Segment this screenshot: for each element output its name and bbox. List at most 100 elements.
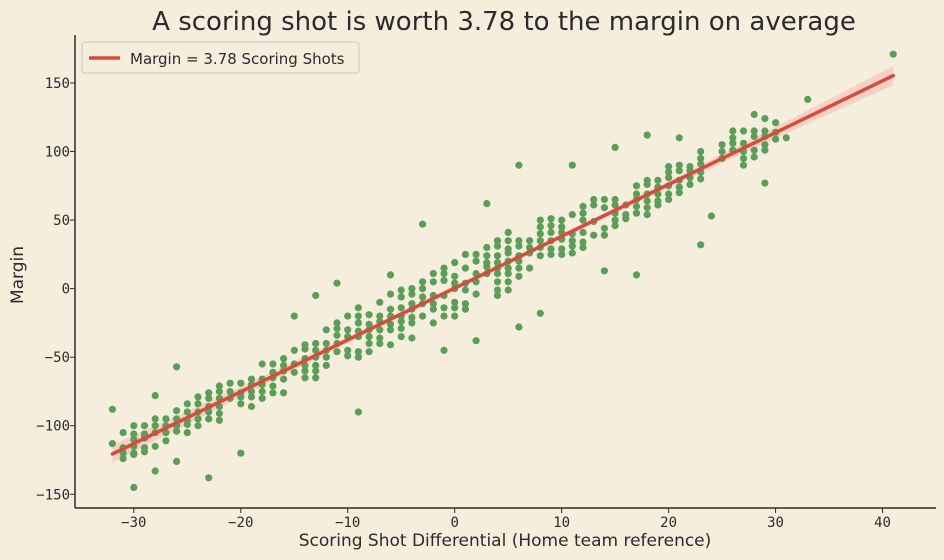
data-point [697, 154, 705, 162]
data-point [376, 334, 384, 342]
data-point [504, 278, 512, 286]
data-point [761, 179, 769, 187]
data-point [761, 146, 769, 154]
data-point [472, 250, 480, 258]
data-point [162, 415, 170, 423]
data-point [408, 290, 416, 298]
data-point [739, 161, 748, 169]
data-point [632, 182, 641, 190]
data-point [151, 442, 159, 450]
data-point [579, 228, 587, 236]
data-point [600, 195, 609, 204]
data-point [237, 400, 245, 408]
data-point [194, 393, 202, 401]
data-point [493, 270, 502, 278]
data-point [312, 291, 320, 300]
data-point [312, 374, 320, 382]
data-point [290, 312, 298, 320]
data-point [173, 363, 181, 371]
data-point [140, 422, 149, 430]
data-point [301, 367, 309, 375]
data-point [590, 195, 598, 204]
data-point [536, 237, 544, 245]
data-point [611, 195, 619, 204]
data-point [547, 215, 555, 223]
data-point [665, 163, 673, 171]
x-tick-label: 20 [660, 515, 677, 531]
data-point [322, 353, 330, 361]
data-point [269, 389, 277, 397]
data-point [483, 243, 491, 252]
data-point [440, 312, 448, 320]
data-point [290, 368, 298, 376]
data-point [386, 320, 395, 328]
data-point [333, 331, 341, 339]
data-point [697, 241, 705, 249]
data-point [258, 394, 266, 402]
data-point [397, 304, 405, 312]
data-point [354, 408, 362, 416]
data-point [419, 220, 427, 228]
data-point [461, 264, 469, 272]
data-point [386, 341, 395, 349]
data-point [354, 312, 362, 320]
data-point [718, 147, 726, 156]
data-point [536, 309, 544, 317]
data-point [429, 300, 437, 308]
data-point [344, 352, 352, 360]
data-point [686, 180, 694, 188]
y-tick-label: 50 [53, 213, 70, 229]
data-point [365, 320, 373, 328]
data-point [729, 127, 737, 135]
data-point [493, 252, 502, 260]
data-point [344, 326, 352, 334]
data-point [739, 139, 748, 147]
data-point [312, 361, 320, 369]
data-point [386, 305, 395, 313]
data-point [247, 375, 256, 383]
data-point [772, 135, 780, 143]
data-point [729, 134, 737, 142]
data-point [493, 237, 502, 245]
data-point [675, 161, 683, 169]
data-point [173, 457, 181, 465]
data-point [419, 285, 427, 293]
data-point [119, 429, 127, 437]
chart-title: A scoring shot is worth 3.78 to the marg… [152, 7, 856, 37]
data-point [504, 286, 512, 294]
legend-box [81, 41, 360, 74]
y-ticks: −150 −100 −50 0 50 100 150 [36, 76, 75, 503]
data-point [258, 360, 266, 368]
data-point [194, 400, 202, 408]
data-point [183, 408, 191, 416]
y-tick-label: 100 [45, 145, 70, 161]
data-point [761, 115, 769, 123]
data-point [151, 415, 159, 423]
data-point [750, 146, 758, 154]
data-point [451, 304, 459, 312]
data-point [183, 429, 191, 437]
data-point [600, 224, 609, 232]
data-point [665, 190, 673, 198]
data-point [739, 127, 748, 135]
data-point [568, 242, 576, 250]
data-point [440, 270, 448, 278]
data-point [173, 407, 181, 415]
data-point [247, 387, 256, 396]
data-point [280, 355, 288, 363]
data-point [750, 127, 758, 135]
data-point [643, 176, 651, 184]
data-point [772, 119, 780, 127]
data-point [397, 317, 405, 326]
data-point [707, 212, 716, 220]
data-point [440, 304, 448, 312]
data-point [461, 250, 469, 258]
data-point [590, 231, 598, 239]
data-point [547, 250, 555, 258]
data-point [483, 252, 491, 260]
data-point [558, 216, 566, 224]
fit-line-layer [110, 73, 895, 456]
data-point [526, 237, 534, 245]
data-point [697, 160, 705, 168]
